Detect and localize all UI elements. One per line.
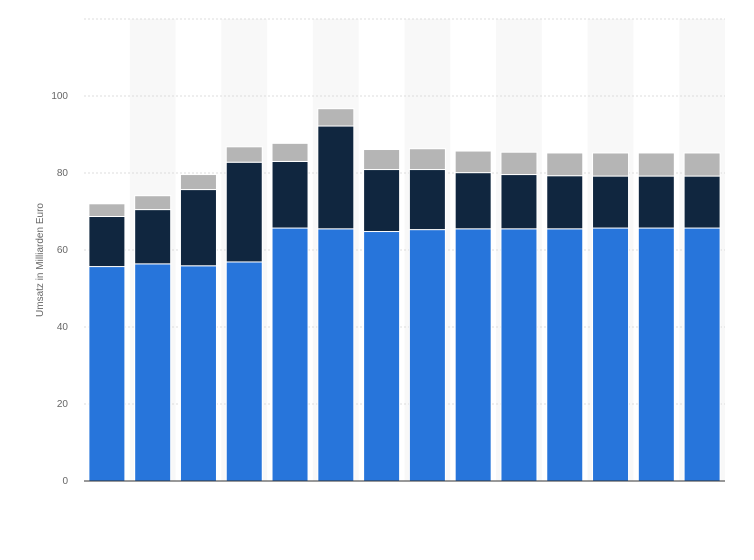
bar-segment (88, 266, 126, 482)
bar-segment (408, 169, 446, 231)
y-tick-label: 100 (51, 91, 68, 102)
bar-segment (225, 261, 263, 482)
bar-segment (317, 125, 355, 230)
bar-segment (317, 108, 355, 127)
y-tick-label: 20 (57, 399, 69, 410)
bar-segment (500, 151, 538, 176)
bar-segment (683, 175, 721, 229)
bar-segment (225, 161, 263, 263)
bar-segment (88, 216, 126, 268)
bar-segment (546, 152, 584, 177)
bar-segment (500, 174, 538, 230)
bar-segment (271, 142, 309, 162)
y-tick-labels: 0 20 40 60 80 100 (51, 91, 68, 487)
bar-segment (363, 149, 401, 171)
bar-segment (592, 175, 630, 229)
bar-segment (500, 228, 538, 482)
y-tick-label: 40 (57, 322, 69, 333)
bar-segment (408, 148, 446, 171)
bar-segment (637, 152, 675, 177)
bar-segment (271, 160, 309, 229)
bar-segment (592, 152, 630, 177)
bar-segment (179, 174, 217, 191)
bar-segment (88, 203, 126, 218)
bar-segment (179, 265, 217, 482)
bars (88, 108, 721, 482)
bar-segment (363, 169, 401, 233)
bar-segment (683, 152, 721, 177)
bar-segment (179, 189, 217, 267)
bar-segment (592, 227, 630, 482)
gridlines (84, 18, 725, 405)
y-tick-label: 0 (62, 476, 68, 487)
bar-segment (317, 228, 355, 482)
bar-segment (454, 228, 492, 482)
y-tick-label: 80 (57, 168, 69, 179)
bar-segment (546, 228, 584, 482)
bar-segment (454, 172, 492, 230)
bar-segment (683, 227, 721, 482)
bar-segment (134, 263, 172, 482)
bar-segment (363, 231, 401, 482)
y-tick-label: 60 (57, 245, 69, 256)
bar-segment (454, 150, 492, 174)
bar-segment (546, 175, 584, 230)
bar-segment (271, 227, 309, 482)
bar-segment (637, 175, 675, 229)
bar-segment (225, 146, 263, 163)
y-axis-title: Umsatz in Milliarden Euro (35, 203, 46, 317)
bar-segment (637, 227, 675, 482)
bar-segment (134, 209, 172, 265)
bar-segment (134, 195, 172, 211)
bar-segment (408, 229, 446, 482)
